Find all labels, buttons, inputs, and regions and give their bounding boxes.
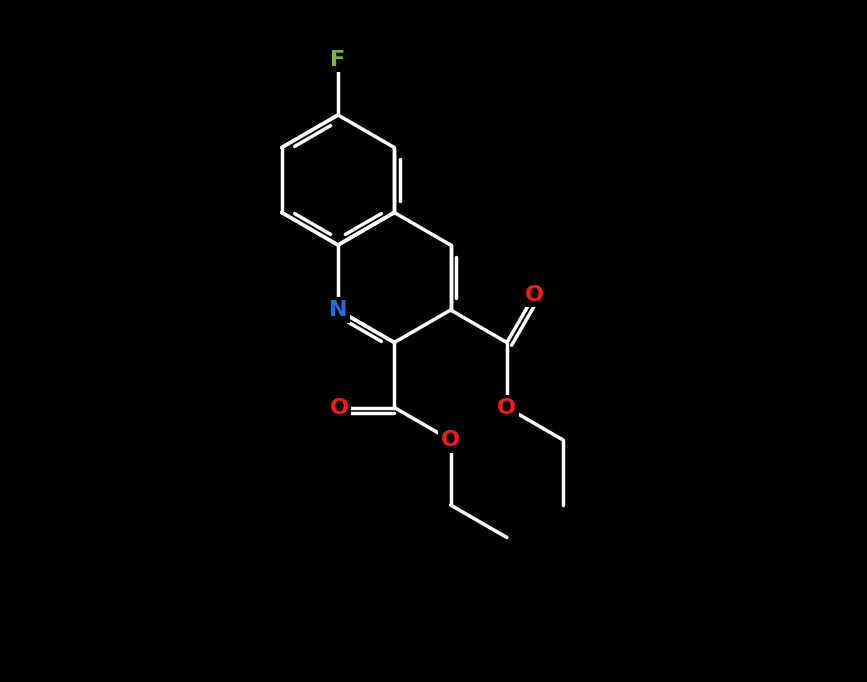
Text: O: O: [329, 398, 349, 417]
Text: O: O: [525, 284, 544, 305]
Text: F: F: [330, 50, 346, 70]
Text: N: N: [329, 300, 348, 320]
Text: O: O: [498, 398, 517, 417]
Text: O: O: [441, 430, 460, 450]
